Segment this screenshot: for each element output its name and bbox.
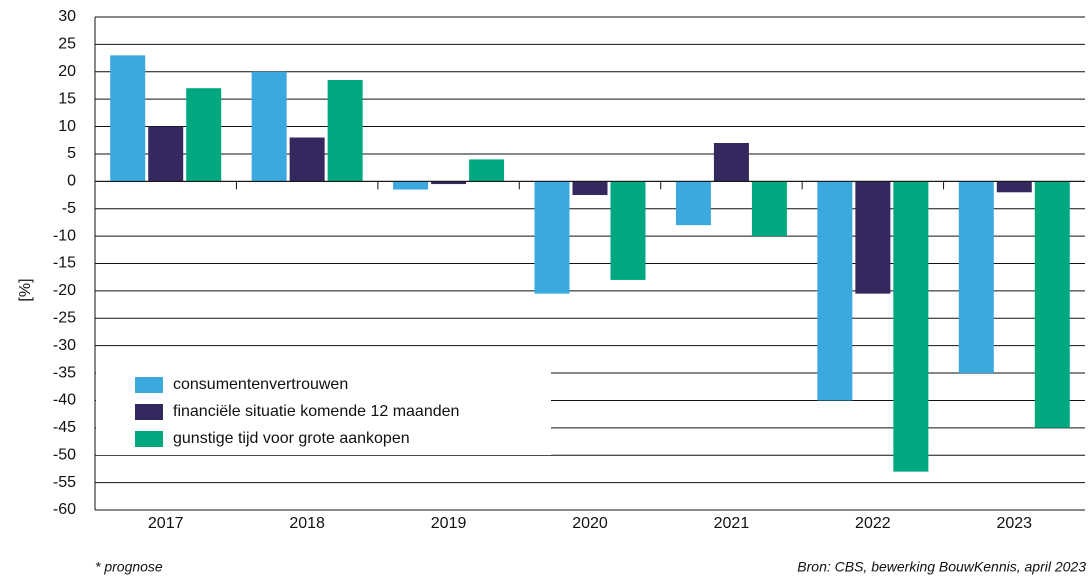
- bar: [713, 142, 749, 182]
- x-tick-label: 2022: [855, 515, 891, 532]
- bar: [393, 181, 429, 190]
- bar: [958, 181, 994, 374]
- bar: [817, 181, 853, 401]
- legend-swatch: [135, 377, 163, 393]
- y-tick-label: -35: [53, 364, 76, 381]
- y-tick-label: -25: [53, 309, 76, 326]
- x-tick-label: 2019: [431, 515, 467, 532]
- legend-swatch: [135, 431, 163, 447]
- y-tick-label: -45: [53, 419, 76, 436]
- y-tick-label: 30: [58, 8, 76, 25]
- y-tick-label: 0: [67, 173, 76, 190]
- bar: [610, 181, 646, 280]
- legend-swatch: [135, 404, 163, 420]
- legend-label: gunstige tijd voor grote aankopen: [173, 430, 410, 447]
- y-tick-label: 10: [58, 118, 76, 135]
- x-tick-label: 2023: [996, 515, 1032, 532]
- y-tick-label: -20: [53, 282, 76, 299]
- x-tick-label: 2021: [714, 515, 750, 532]
- bar: [855, 181, 891, 294]
- bar: [469, 159, 505, 182]
- bar: [186, 88, 222, 182]
- y-tick-label: -5: [62, 200, 76, 217]
- y-tick-label: 25: [58, 36, 76, 53]
- bar: [572, 181, 608, 196]
- legend-label: financiële situatie komende 12 maanden: [173, 403, 459, 420]
- bar: [534, 181, 570, 294]
- bar: [110, 55, 146, 182]
- bar: [751, 181, 787, 237]
- y-tick-label: -10: [53, 227, 76, 244]
- legend-label: consumentenvertrouwen: [173, 376, 348, 393]
- bar: [996, 181, 1032, 193]
- y-tick-label: -60: [53, 501, 76, 518]
- bar: [251, 71, 287, 182]
- y-tick-label: -30: [53, 337, 76, 354]
- y-tick-label: 5: [67, 145, 76, 162]
- y-tick-label: 15: [58, 90, 76, 107]
- bar: [148, 126, 184, 182]
- y-axis-label: [%]: [17, 278, 34, 301]
- x-tick-label: 2018: [289, 515, 325, 532]
- y-tick-label: -15: [53, 255, 76, 272]
- legend-box: [96, 360, 551, 455]
- y-tick-label: -55: [53, 474, 76, 491]
- y-tick-label: 20: [58, 63, 76, 80]
- y-tick-label: -40: [53, 392, 76, 409]
- bar: [327, 79, 363, 182]
- x-tick-label: 2020: [572, 515, 608, 532]
- bar: [1034, 181, 1070, 428]
- bar: [289, 137, 325, 182]
- y-tick-label: -50: [53, 446, 76, 463]
- bar: [675, 181, 711, 226]
- source: Bron: CBS, bewerking BouwKennis, april 2…: [797, 559, 1086, 575]
- bar: [431, 181, 467, 185]
- footnote: * prognose: [95, 559, 163, 575]
- x-tick-label: 2017: [148, 515, 184, 532]
- bar: [893, 181, 929, 472]
